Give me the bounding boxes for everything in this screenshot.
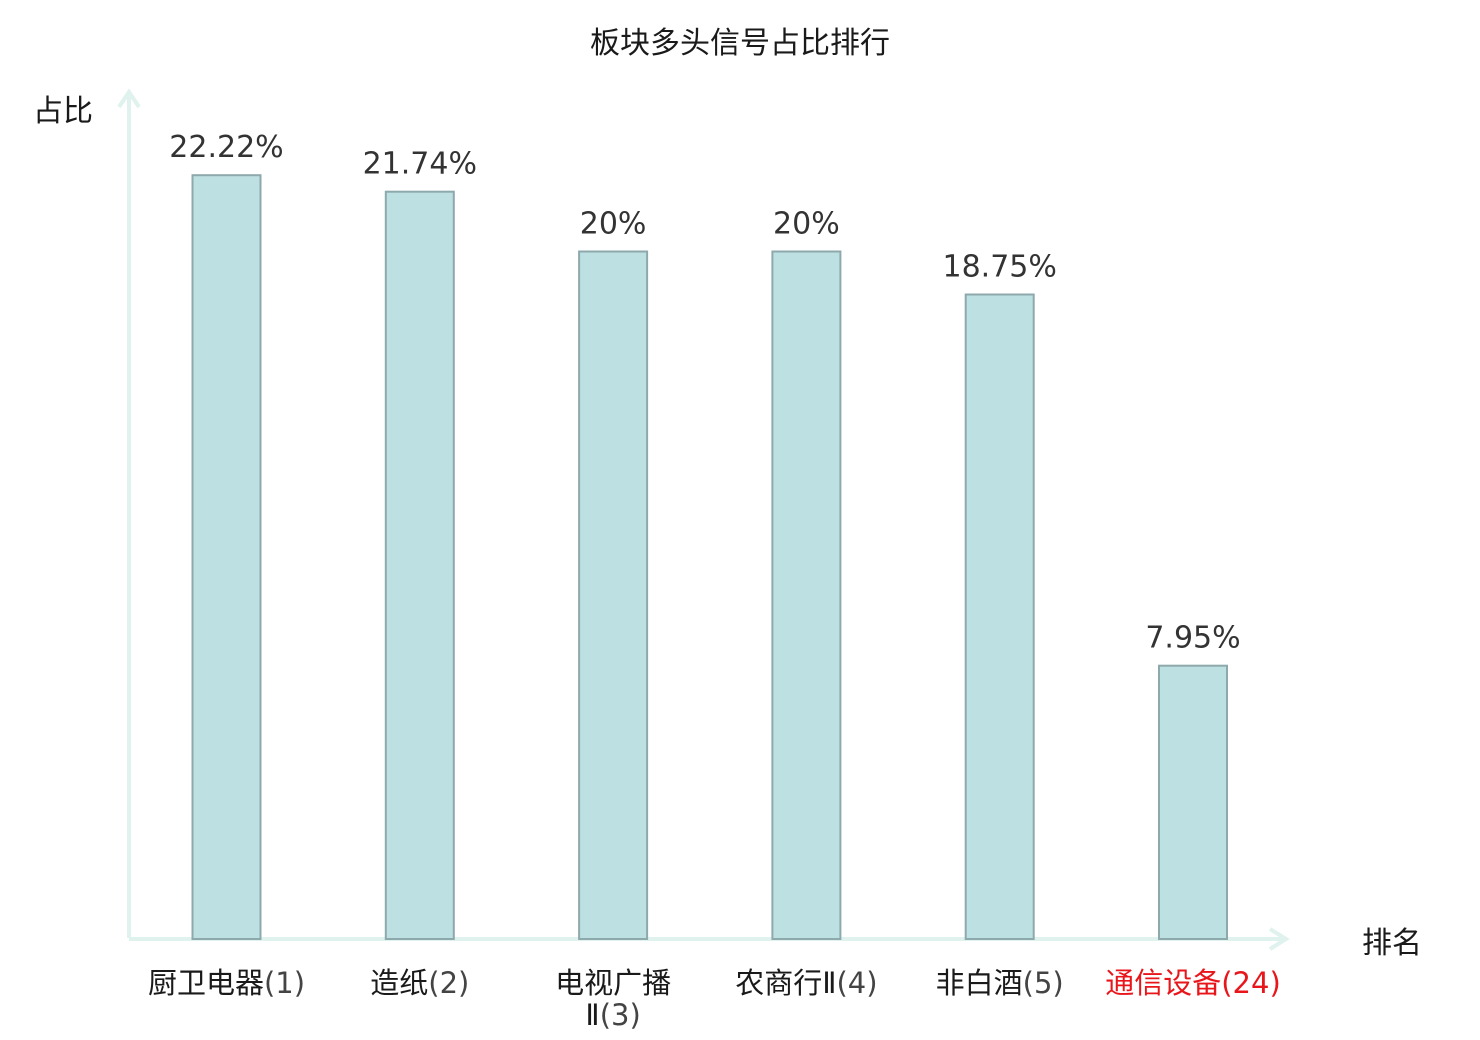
bar-value-label: 20% [580,207,647,242]
x-tick-label-text: 农商行Ⅱ(4) [735,966,877,1000]
bar-value-label: 7.95% [1145,621,1240,656]
x-tick-label: 通信设备(24) [1105,966,1281,1000]
y-axis-label: 占比 [33,94,93,129]
bar [771,250,842,940]
bars-layer [191,174,1228,940]
x-tick-label: 造纸(2) [370,966,469,1000]
x-tick-label-text: 造纸(2) [370,966,469,1000]
bar [191,174,262,940]
bar-value-label: 18.75% [943,250,1057,285]
y-axis-arrow-icon [117,88,141,109]
x-tick-label-name: 电视广播 [555,966,671,1000]
x-axis-label: 排名 [1362,926,1422,961]
x-tick-label-text: 非白酒(5) [936,966,1064,1000]
bar-value-label: 22.22% [169,130,283,165]
bar [578,250,649,940]
bar-value-label: 21.74% [363,147,477,182]
x-tick-label: 农商行Ⅱ(4) [735,966,877,1000]
value-labels-layer: 22.22% 21.74% 20% 20% 18.75% 7.95% [169,130,1240,656]
x-tick-label-text: 通信设备(24) [1105,966,1281,1000]
bar-value-label: 20% [773,207,840,242]
x-tick-label-rank: Ⅱ(3) [585,998,640,1032]
x-tick-label-text: 厨卫电器(1) [148,966,305,1000]
bar [1158,664,1228,940]
x-axis-arrow-icon [1268,927,1290,951]
x-tick-label: 非白酒(5) [936,966,1064,1000]
bar [964,293,1035,940]
bar [384,190,455,940]
x-tick-label: 厨卫电器(1) [148,966,305,1000]
x-axis [129,927,1290,951]
chart-title: 板块多头信号占比排行 [590,26,890,61]
y-axis [117,88,141,938]
